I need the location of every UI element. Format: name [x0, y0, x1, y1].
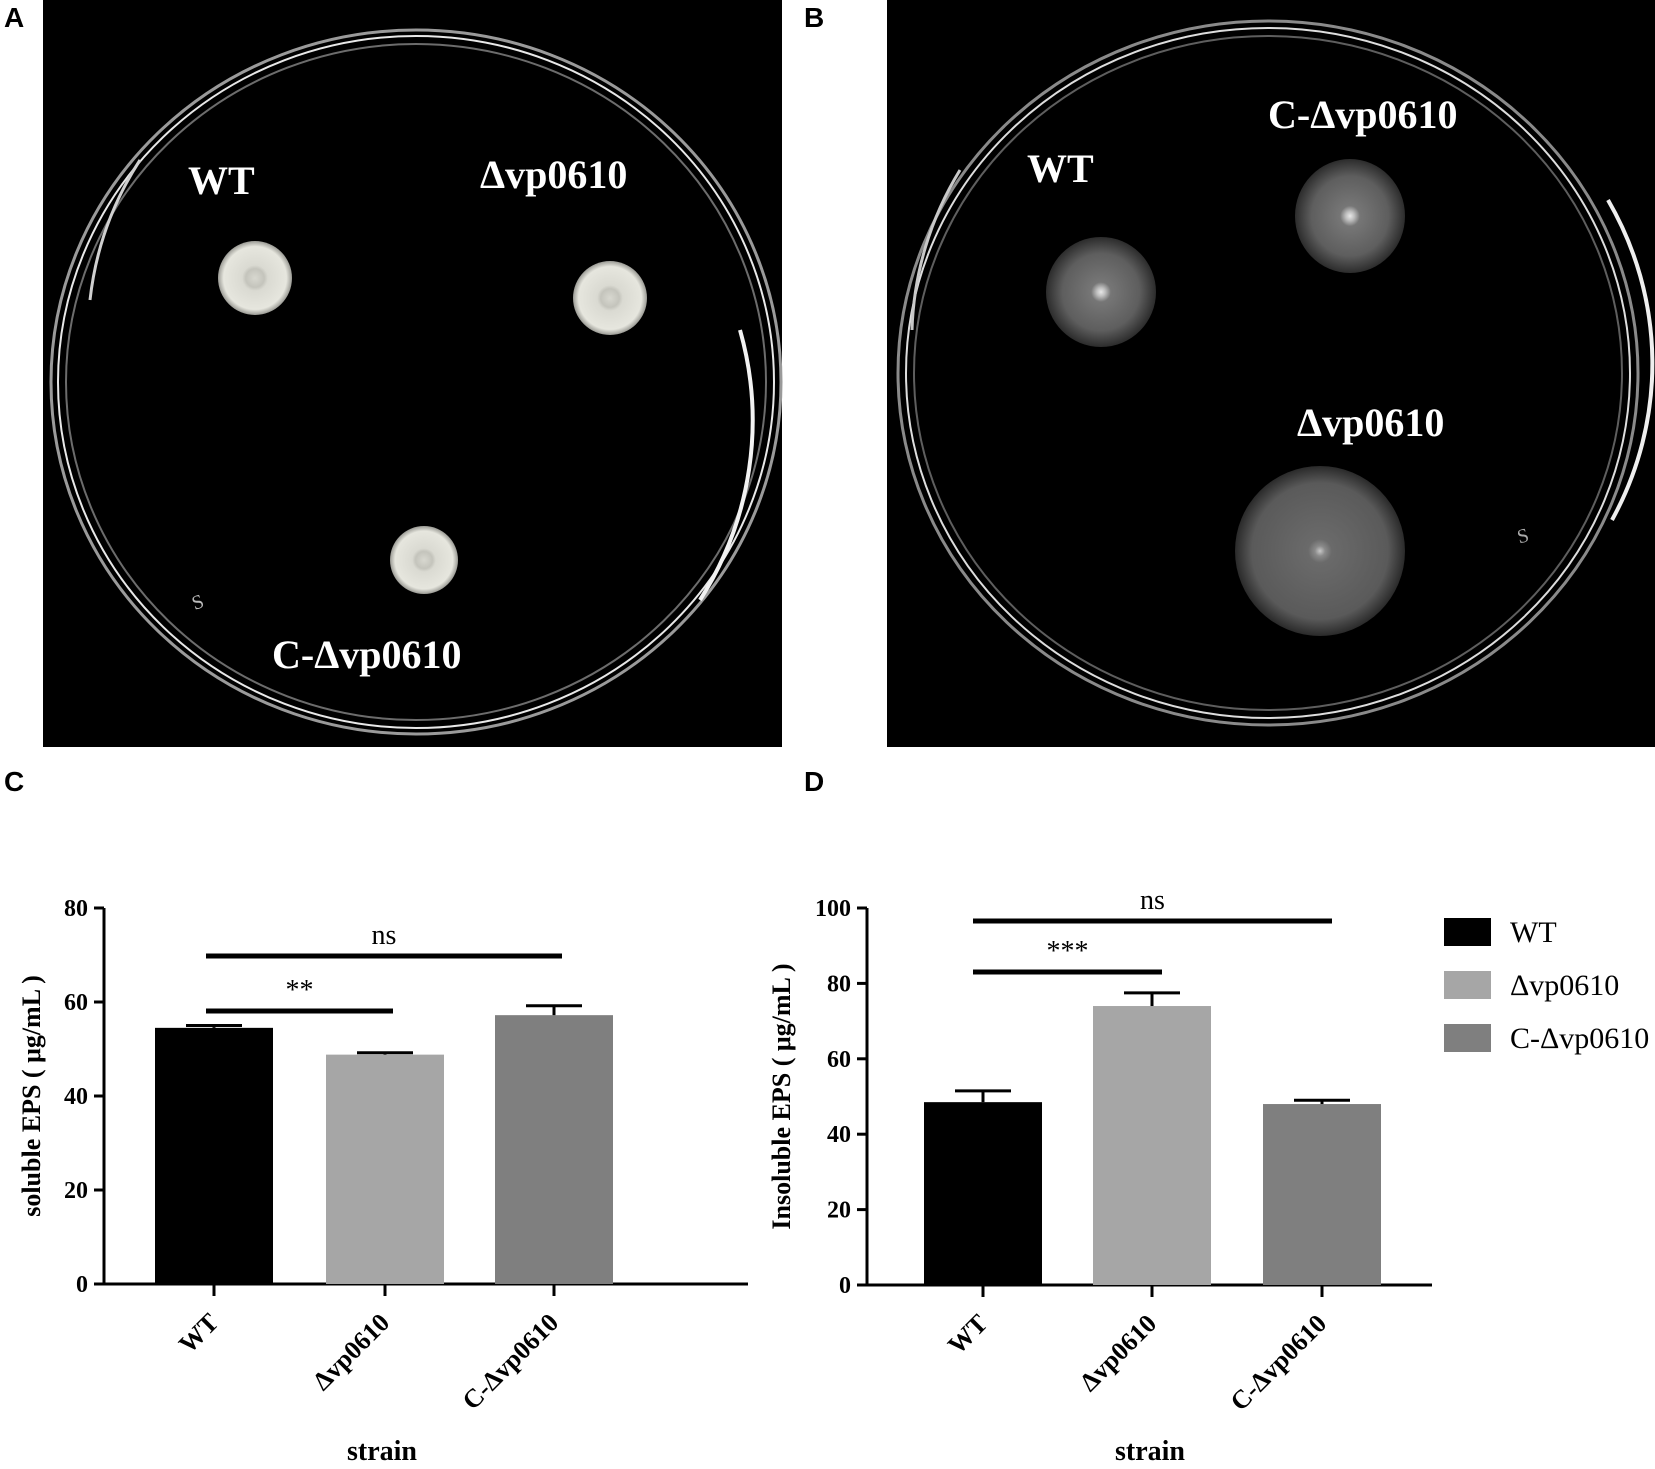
chart-c-x-tick-label-1: Δvp0610: [307, 1308, 395, 1396]
chart-d-y-tick-label: 100: [815, 896, 851, 922]
chart-c-significance-label-1: ns: [372, 920, 397, 951]
chart-c-y-tick-label: 0: [76, 1272, 88, 1298]
chart-d-significance-label-1: ns: [1140, 885, 1165, 916]
plate-b-rim-glare: [1606, 198, 1655, 521]
chart-c-significance-label-0: **: [286, 975, 314, 1006]
chart-d-bar-1: [1093, 1006, 1211, 1285]
plate-a: WT Δvp0610 C-Δvp0610 S: [43, 0, 783, 747]
plate-b-label-complement: C-Δvp0610: [1268, 92, 1458, 137]
panel-letter-d: D: [804, 766, 825, 797]
plate-b-rim-glare-left: [910, 169, 962, 331]
legend-label-mutant: Δvp0610: [1510, 969, 1619, 1002]
plate-a-label-wt: WT: [188, 158, 255, 203]
legend-swatch-complement: [1444, 1024, 1491, 1052]
chart-d-significance-label-0: ***: [1047, 936, 1089, 967]
plate-a-label-complement: C-Δvp0610: [272, 632, 462, 677]
panel-letter-a: A: [4, 2, 25, 33]
plate-b-colony-mutant: [1235, 466, 1405, 636]
chart-d-bar-0: [924, 1102, 1042, 1285]
chart-d-bar-2: [1263, 1104, 1381, 1285]
plate-a-colony-complement: [390, 526, 458, 594]
chart-c-y-tick-label: 80: [64, 896, 88, 922]
chart-c-x-axis-label: strain: [347, 1436, 417, 1467]
chart-d-y-tick-label: 60: [827, 1047, 851, 1073]
legend-swatch-mutant: [1444, 971, 1491, 999]
plate-a-colony-wt: [218, 241, 292, 315]
legend-label-wt: WT: [1510, 916, 1557, 949]
chart-d-y-tick-label: 20: [827, 1198, 851, 1224]
plate-a-label-mutant: Δvp0610: [480, 152, 627, 197]
chart-d-y-axis-label: Insoluble EPS ( μg/mL ): [767, 963, 796, 1229]
plate-a-rim-highlight: [57, 35, 775, 729]
plate-a-rim-outer: [49, 28, 783, 736]
legend: WT Δvp0610 C-Δvp0610: [1444, 916, 1649, 1055]
plate-b: WT C-Δvp0610 Δvp0610 S: [887, 0, 1655, 747]
chart-c-y-axis-label: soluble EPS ( μg/mL ): [17, 975, 46, 1217]
chart-c-bar-2: [495, 1015, 613, 1284]
legend-swatch-wt: [1444, 918, 1491, 946]
panel-letter-c: C: [4, 766, 25, 797]
chart-c-bar-1: [326, 1054, 444, 1284]
plate-b-mark: S: [1515, 524, 1531, 548]
chart-d-x-tick-label-1: Δvp0610: [1074, 1309, 1162, 1397]
chart-d-x-tick-label-0: WT: [942, 1309, 993, 1360]
legend-label-complement: C-Δvp0610: [1510, 1022, 1649, 1055]
plate-b-rim-highlight: [905, 27, 1631, 719]
chart-c-x-tick-label-2: C-Δvp0610: [457, 1308, 565, 1416]
plate-a-rim-glare-left: [88, 159, 142, 301]
chart-d-y-tick-label: 0: [839, 1273, 851, 1299]
plate-a-rim-inner: [65, 43, 767, 721]
plate-b-colony-complement: [1295, 159, 1405, 273]
plate-b-label-wt: WT: [1027, 146, 1094, 191]
chart-c-y-tick-label: 40: [64, 1084, 88, 1110]
chart-d-y-tick-label: 40: [827, 1122, 851, 1148]
plate-b-rim-inner: [913, 35, 1623, 711]
chart-d: 0 20 40 60 80 100 WT Δvp0610 C-Δvp0610 *** ns Insol…: [767, 885, 1432, 1467]
chart-c-x-tick-label-0: WT: [173, 1308, 224, 1359]
plate-b-label-mutant: Δvp0610: [1297, 400, 1444, 445]
plate-a-rim-glare: [698, 329, 755, 602]
plate-b-rim-outer: [896, 19, 1640, 727]
panel-letter-b: B: [804, 2, 825, 33]
plate-a-colony-mutant: [573, 261, 647, 335]
chart-d-x-tick-label-2: C-Δvp0610: [1225, 1309, 1333, 1417]
chart-c: 0 20 40 60 80 WT Δvp0610 C-Δvp0610 ** ns soluble E…: [17, 896, 748, 1467]
chart-d-x-axis-label: strain: [1115, 1436, 1185, 1467]
chart-c-y-tick-label: 20: [64, 1178, 88, 1204]
chart-d-y-tick-label: 80: [827, 971, 851, 997]
chart-c-bar-0: [155, 1027, 273, 1284]
chart-c-y-tick-label: 60: [64, 990, 88, 1016]
plate-b-colony-wt: [1046, 237, 1156, 347]
